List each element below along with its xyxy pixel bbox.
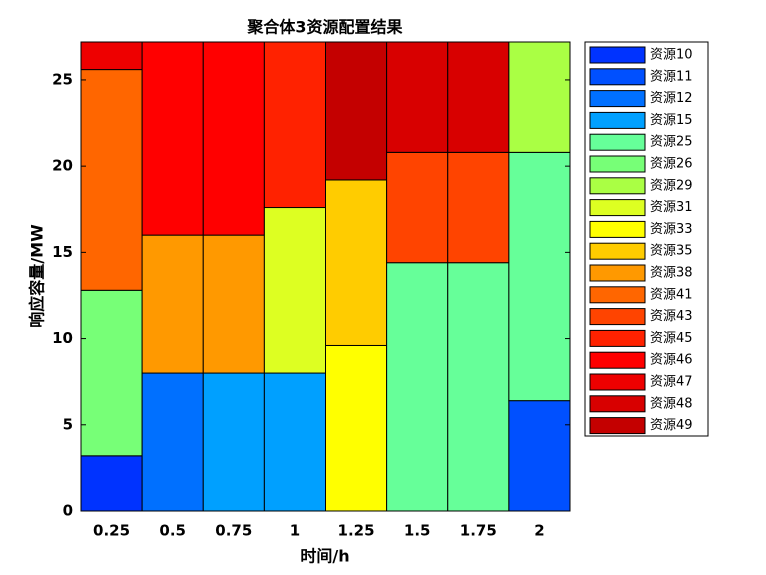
- x-axis-label: 时间/h: [300, 547, 349, 566]
- legend-label: 资源41: [650, 287, 693, 302]
- legend-swatch: [589, 199, 646, 217]
- bar-segment: [81, 289, 143, 457]
- legend-label: 资源31: [650, 200, 693, 215]
- x-tick-label: 2: [534, 522, 544, 540]
- bar-segment: [263, 372, 326, 511]
- bar-segment: [202, 372, 265, 511]
- legend-label: 资源15: [650, 113, 693, 128]
- legend-swatch: [589, 373, 646, 391]
- legend-label: 资源38: [650, 266, 693, 281]
- bar-segment: [141, 42, 204, 236]
- y-tick-label: 15: [52, 243, 73, 261]
- x-tick-label: 0.75: [215, 522, 252, 540]
- legend-label: 资源33: [650, 222, 693, 237]
- x-tick-label: 1.5: [404, 522, 431, 540]
- bar-segment: [81, 69, 143, 291]
- bar-segment: [325, 344, 388, 511]
- bar-segment: [386, 42, 449, 153]
- bar-segment: [263, 207, 326, 374]
- legend-label: 资源49: [650, 418, 693, 433]
- y-tick-label: 10: [52, 329, 73, 347]
- legend-swatch: [589, 133, 646, 151]
- legend-label: 资源10: [650, 48, 693, 63]
- x-tick-label: 1.75: [460, 522, 497, 540]
- legend-label: 资源29: [650, 178, 693, 193]
- legend-label: 资源45: [650, 331, 693, 346]
- bar-segment: [447, 151, 510, 264]
- bar-segment: [81, 42, 143, 71]
- y-tick-label: 0: [63, 502, 73, 520]
- legend-swatch: [589, 68, 646, 86]
- legend-swatch: [589, 417, 646, 435]
- legend: [584, 41, 709, 437]
- bar-segment: [81, 455, 143, 511]
- legend-swatch: [589, 90, 646, 108]
- chart-title: 聚合体3资源配置结果: [246, 18, 402, 37]
- legend-label: 资源35: [650, 244, 693, 259]
- legend-swatch: [589, 111, 646, 129]
- legend-label: 资源25: [650, 135, 693, 150]
- bar-segment: [508, 151, 570, 402]
- bar-segment: [386, 262, 449, 511]
- legend-label: 资源26: [650, 157, 693, 172]
- bar-segment: [141, 234, 204, 374]
- bar-segment: [202, 234, 265, 374]
- legend-swatch: [589, 395, 646, 413]
- axes-box: [80, 41, 571, 512]
- x-tick-label: 1.25: [338, 522, 375, 540]
- legend-swatch: [589, 264, 646, 282]
- y-tick-label: 25: [52, 70, 73, 88]
- bar-segment: [141, 372, 204, 511]
- legend-label: 资源48: [650, 396, 693, 411]
- legend-swatch: [589, 308, 646, 326]
- legend-label: 资源11: [650, 69, 693, 84]
- bar-segment: [202, 42, 265, 236]
- legend-swatch: [589, 329, 646, 347]
- legend-label: 资源47: [650, 375, 693, 390]
- bar-segment: [263, 42, 326, 209]
- legend-swatch: [589, 220, 646, 238]
- y-axis-label: 响应容量/MW: [28, 224, 47, 328]
- legend-label: 资源46: [650, 353, 693, 368]
- y-tick-label: 20: [52, 157, 73, 175]
- bar-segment: [447, 42, 510, 153]
- x-tick-label: 0.5: [159, 522, 186, 540]
- bar-segment: [508, 42, 570, 153]
- x-tick-label: 1: [290, 522, 300, 540]
- y-tick-label: 5: [63, 415, 73, 433]
- legend-swatch: [589, 351, 646, 369]
- x-tick-label: 0.25: [93, 522, 130, 540]
- bar-segment: [447, 262, 510, 511]
- legend-swatch: [589, 242, 646, 260]
- legend-swatch: [589, 177, 646, 195]
- legend-swatch: [589, 286, 646, 304]
- bar-segment: [508, 400, 570, 511]
- legend-label: 资源43: [650, 309, 693, 324]
- bar-segment: [386, 151, 449, 264]
- bar-segment: [325, 42, 388, 181]
- bar-segment: [325, 179, 388, 346]
- legend-swatch: [589, 46, 646, 64]
- legend-label: 资源12: [650, 91, 693, 106]
- legend-swatch: [589, 155, 646, 173]
- bars: [81, 42, 570, 511]
